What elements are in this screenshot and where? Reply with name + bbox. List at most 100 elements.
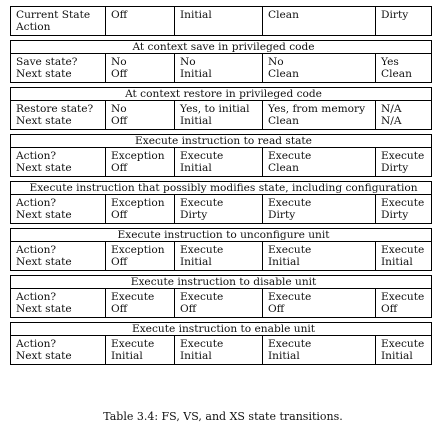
table-cell: Off (105, 209, 175, 224)
table-cell: Yes, from memory (262, 100, 376, 115)
section-heading-row: Execute instruction to unconfigure unit (9, 228, 433, 242)
table-cell: Initial (174, 6, 263, 21)
table-cell: Initial (174, 256, 263, 271)
table-cell: Dirty (374, 162, 433, 177)
table-cell: Exception (105, 147, 175, 162)
table-cell: Off (105, 256, 175, 271)
table-row: Action? Exception Execute Execute Execute (10, 194, 432, 209)
section-heading: Execute instruction that possibly modifi… (10, 181, 432, 195)
table-row: Next state Initial Initial Initial Initial (10, 350, 433, 365)
section-heading: Execute instruction to disable unit (9, 275, 433, 289)
section-heading-row: Execute instruction to enable unit (9, 322, 433, 336)
table-cell: Yes (374, 53, 433, 68)
table-row: Action (10, 21, 432, 36)
table-cell: Next state (10, 303, 106, 318)
table-cell: Initial (262, 256, 376, 271)
table-cell: No (174, 53, 263, 68)
table-header-block: Current State Off Initial Clean Dirty Ac… (10, 6, 432, 36)
table-cell: Execute (374, 288, 433, 303)
table-cell: Execute (174, 335, 263, 350)
table-cell: Off (105, 68, 175, 83)
table-cell: Initial (174, 350, 263, 365)
table-cell: Clean (262, 162, 376, 177)
table-cell: Dirty (375, 209, 432, 224)
table-cell: Off (105, 162, 175, 177)
table-cell: Action? (10, 288, 106, 303)
table-cell: Action? (10, 147, 106, 162)
table-cell: No (105, 100, 175, 115)
table-row: Next state Off Off Off Off (10, 303, 433, 318)
table-cell: Dirty (262, 209, 376, 224)
table-cell: Initial (105, 350, 175, 365)
table-row: Current State Off Initial Clean Dirty (10, 6, 432, 21)
table-cell: Execute (374, 335, 433, 350)
table-cell: Execute (105, 335, 175, 350)
table-cell: Execute (262, 194, 376, 209)
table-row: Save state? No No No Yes (10, 53, 433, 68)
table-cell: Initial (374, 256, 433, 271)
table-row: Action? Exception Execute Execute Execute (10, 147, 433, 162)
table-sections: At context save in privileged code Save s… (9, 36, 433, 365)
table-section: Execute instruction to enable unit Action… (9, 322, 433, 365)
table-row: Next state Off Initial Clean Clean (10, 68, 433, 83)
table-cell: Next state (10, 115, 106, 130)
table-cell: Action? (10, 335, 106, 350)
table-cell: Next state (10, 350, 106, 365)
table-cell: Clean (262, 6, 376, 21)
table-cell: Off (174, 303, 263, 318)
table-cell (262, 21, 376, 36)
table-cell: Initial (174, 115, 263, 130)
table-cell: Exception (105, 194, 175, 209)
table-cell: N/A (374, 100, 433, 115)
table-row: Restore state? No Yes, to initial Yes, from… (10, 100, 433, 115)
table-cell: Exception (105, 241, 175, 256)
table-cell: Execute (174, 147, 263, 162)
table-section: Execute instruction to unconfigure unit A… (9, 228, 433, 271)
table-row: Next state Off Initial Clean N/A (10, 115, 433, 130)
section-heading-row: Execute instruction to read state (9, 134, 433, 148)
table-row: Action? Execute Execute Execute Execute (10, 335, 433, 350)
table-caption: Table 3.4: FS, VS, and XS state transiti… (103, 410, 343, 423)
table-cell: Clean (374, 68, 433, 83)
table-cell (174, 21, 263, 36)
table-cell: Execute (262, 241, 376, 256)
table-cell: Clean (262, 115, 376, 130)
table-row: Next state Off Initial Clean Dirty (10, 162, 433, 177)
table-cell: Off (374, 303, 433, 318)
table-section: At context restore in privileged code Res… (9, 87, 433, 130)
section-heading-row: At context save in privileged code (9, 40, 433, 54)
table-row: Action? Exception Execute Execute Execute (10, 241, 433, 256)
table-cell: Restore state? (10, 100, 106, 115)
section-heading: At context save in privileged code (9, 40, 433, 54)
table-section: Execute instruction to disable unit Actio… (9, 275, 433, 318)
table-cell: Initial (374, 350, 433, 365)
table-cell: Initial (262, 350, 376, 365)
table-cell: Initial (174, 68, 263, 83)
section-heading-row: At context restore in privileged code (9, 87, 433, 101)
table-cell: Clean (262, 68, 376, 83)
table-cell: Action? (10, 194, 106, 209)
table-cell (105, 21, 175, 36)
table-cell: Execute (174, 241, 263, 256)
section-heading-row: Execute instruction to disable unit (9, 275, 433, 289)
table-cell: Off (105, 6, 175, 21)
table-cell: Initial (174, 162, 263, 177)
section-heading-row: Execute instruction that possibly modifi… (10, 181, 432, 195)
table-cell: No (262, 53, 376, 68)
table-cell: Dirty (174, 209, 263, 224)
table-cell: Off (105, 303, 175, 318)
section-heading: Execute instruction to unconfigure unit (9, 228, 433, 242)
table-cell: Execute (174, 194, 263, 209)
table-section: Execute instruction that possibly modifi… (10, 181, 432, 224)
table-cell: Yes, to initial (174, 100, 263, 115)
table-row: Next state Off Initial Initial Initial (10, 256, 433, 271)
table-cell: Execute (174, 288, 263, 303)
table-cell: Execute (105, 288, 175, 303)
table-cell: Action (10, 21, 106, 36)
table-cell: Execute (374, 147, 433, 162)
table-cell: No (105, 53, 175, 68)
table-section: At context save in privileged code Save s… (9, 40, 433, 83)
section-heading: At context restore in privileged code (9, 87, 433, 101)
table-row: Next state Off Dirty Dirty Dirty (10, 209, 432, 224)
table-cell (375, 21, 432, 36)
